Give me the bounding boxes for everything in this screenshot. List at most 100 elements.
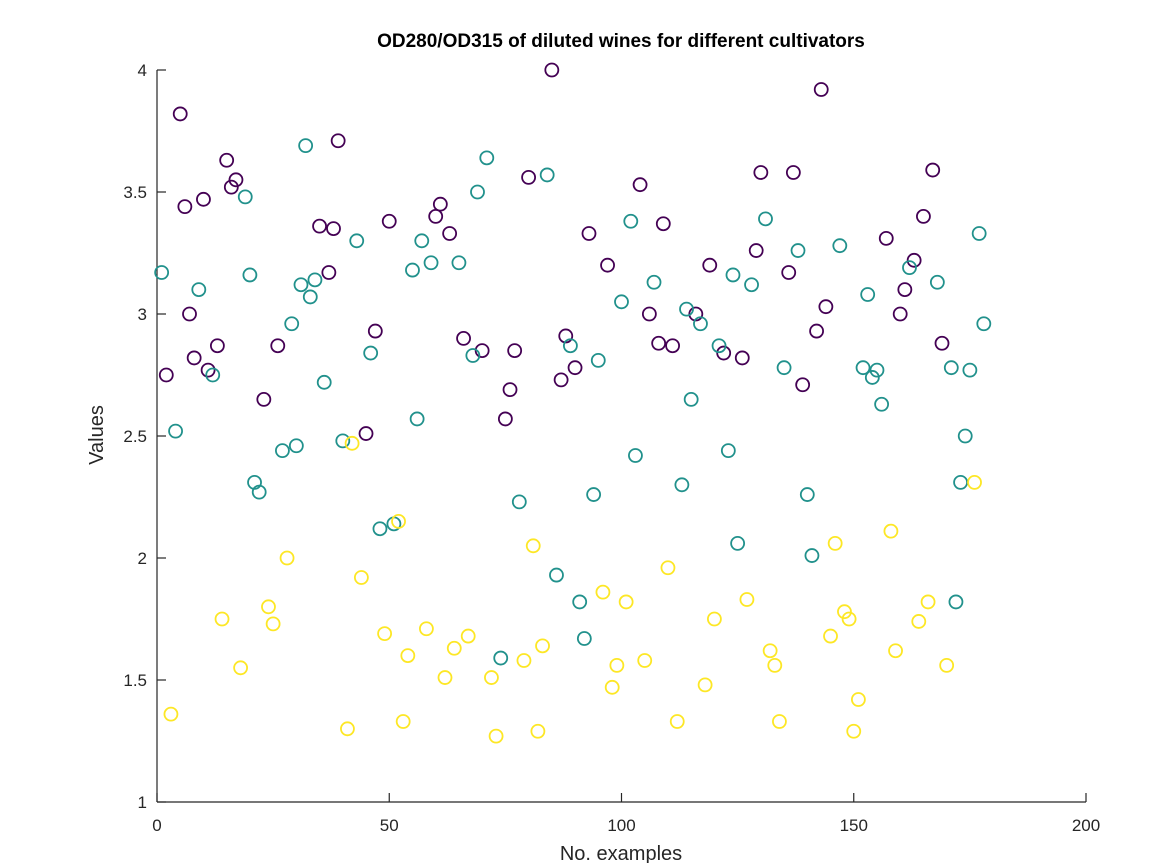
- data-point: [567, 360, 583, 376]
- data-point: [628, 448, 643, 463]
- data-point: [651, 335, 667, 351]
- data-point: [330, 133, 346, 149]
- data-point: [772, 714, 787, 729]
- data-point: [256, 391, 272, 407]
- data-point: [284, 316, 300, 332]
- data-point: [581, 226, 597, 241]
- data-point: [674, 477, 690, 493]
- series-2: [154, 138, 992, 666]
- data-point: [158, 367, 174, 383]
- data-point: [971, 226, 987, 241]
- data-point: [377, 626, 393, 642]
- data-point: [302, 289, 318, 305]
- data-point: [604, 679, 620, 695]
- data-point: [948, 594, 964, 610]
- series-3: [163, 435, 982, 744]
- data-point: [855, 360, 871, 376]
- x-tick-label: 50: [380, 816, 399, 835]
- x-axis-label: No. examples: [560, 843, 682, 863]
- data-point: [590, 352, 606, 368]
- data-point: [679, 301, 694, 317]
- data-point: [312, 218, 327, 234]
- data-point: [888, 643, 903, 659]
- y-tick-label: 1.5: [123, 671, 147, 690]
- y-tick-label: 3: [138, 305, 147, 324]
- data-point: [813, 82, 829, 97]
- data-point: [864, 370, 880, 385]
- data-point: [943, 360, 959, 376]
- data-point: [298, 138, 314, 154]
- data-point: [878, 230, 894, 246]
- data-point: [734, 350, 750, 366]
- data-point: [934, 335, 950, 351]
- data-point: [414, 233, 430, 249]
- data-point: [275, 443, 290, 459]
- data-point: [321, 265, 337, 280]
- data-point: [660, 560, 676, 576]
- data-point: [340, 721, 355, 737]
- data-point: [367, 323, 383, 339]
- data-point: [711, 338, 727, 354]
- data-point: [707, 611, 722, 627]
- data-point: [381, 213, 397, 229]
- data-point: [419, 621, 434, 637]
- data-point: [497, 411, 513, 427]
- data-point: [451, 255, 467, 271]
- data-point: [818, 299, 834, 315]
- data-point: [623, 213, 639, 229]
- data-point: [521, 169, 536, 185]
- data-point: [753, 165, 769, 180]
- series-1: [158, 62, 950, 441]
- data-point: [957, 428, 973, 444]
- data-point: [614, 294, 629, 310]
- data-point: [154, 265, 170, 280]
- data-point: [163, 706, 179, 722]
- data-point: [493, 650, 509, 666]
- data-point: [479, 150, 495, 166]
- data-point: [400, 648, 416, 663]
- data-point: [716, 345, 732, 361]
- data-point: [349, 233, 365, 249]
- data-point: [261, 599, 276, 615]
- data-point: [168, 423, 183, 439]
- data-point: [465, 348, 481, 363]
- data-point: [832, 238, 848, 254]
- data-point: [488, 728, 504, 744]
- data-point: [279, 550, 295, 566]
- data-point: [470, 184, 485, 200]
- data-point: [511, 494, 527, 510]
- axes: 0 50 100 150 200 1 1.5 2 2.5 3 3.5 4: [123, 61, 1100, 835]
- data-point: [953, 474, 968, 490]
- data-point: [618, 594, 634, 610]
- data-point: [892, 306, 908, 322]
- data-point: [976, 316, 992, 332]
- data-point: [744, 277, 759, 293]
- x-tick-label: 0: [152, 816, 161, 835]
- data-point: [641, 306, 657, 322]
- data-point: [906, 252, 922, 268]
- data-point: [683, 391, 699, 407]
- data-point: [600, 257, 615, 273]
- data-point: [307, 272, 323, 288]
- data-point: [530, 723, 546, 739]
- data-point: [405, 262, 420, 278]
- data-point: [841, 611, 857, 627]
- data-point: [270, 338, 286, 354]
- data-point: [883, 523, 899, 539]
- data-point: [665, 338, 680, 354]
- data-point: [897, 282, 913, 298]
- data-point: [484, 670, 499, 685]
- data-point: [860, 287, 876, 302]
- data-point: [553, 372, 569, 388]
- x-tick-label: 150: [840, 816, 868, 835]
- data-point: [669, 714, 685, 729]
- data-point: [758, 211, 773, 227]
- data-point: [251, 484, 267, 500]
- data-point: [358, 426, 374, 441]
- data-point: [423, 255, 439, 271]
- data-point: [646, 274, 662, 290]
- data-point: [502, 382, 518, 398]
- data-point: [702, 257, 718, 273]
- data-point: [586, 487, 602, 502]
